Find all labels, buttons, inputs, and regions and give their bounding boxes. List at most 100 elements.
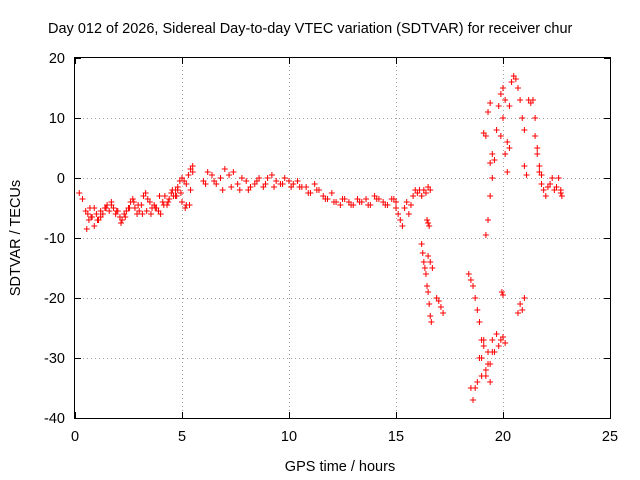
data-point bbox=[487, 160, 494, 166]
data-point bbox=[476, 319, 483, 325]
data-point bbox=[401, 205, 408, 211]
data-point bbox=[425, 220, 432, 226]
data-point bbox=[157, 211, 164, 217]
data-point bbox=[470, 283, 477, 289]
data-point bbox=[405, 211, 412, 217]
data-segment bbox=[487, 73, 528, 166]
data-point bbox=[279, 181, 286, 187]
data-point bbox=[534, 145, 541, 151]
data-point bbox=[498, 289, 505, 295]
data-segment bbox=[418, 241, 435, 325]
data-point bbox=[84, 211, 91, 217]
data-point bbox=[382, 202, 389, 208]
data-point bbox=[103, 205, 110, 211]
data-point bbox=[211, 178, 218, 184]
data-point bbox=[131, 205, 138, 211]
data-point bbox=[187, 187, 194, 193]
data-point bbox=[482, 133, 489, 139]
x-tick-label: 0 bbox=[71, 429, 79, 445]
data-segment bbox=[83, 187, 193, 232]
data-segment bbox=[76, 190, 86, 202]
data-point bbox=[519, 115, 526, 121]
data-point bbox=[169, 187, 176, 193]
data-point bbox=[106, 208, 113, 214]
data-point bbox=[521, 295, 528, 301]
data-point bbox=[294, 178, 301, 184]
data-point bbox=[264, 175, 271, 181]
data-point bbox=[553, 184, 560, 190]
data-point bbox=[97, 214, 104, 220]
data-point bbox=[493, 331, 500, 337]
y-tick-label: -20 bbox=[44, 291, 65, 307]
data-point bbox=[337, 202, 344, 208]
data-point bbox=[521, 163, 528, 169]
data-point bbox=[204, 169, 211, 175]
data-point bbox=[118, 220, 125, 226]
data-point bbox=[500, 85, 506, 91]
data-point bbox=[502, 151, 509, 157]
data-point bbox=[426, 223, 433, 229]
data-point bbox=[179, 199, 185, 205]
data-point bbox=[418, 193, 425, 199]
data-point bbox=[236, 187, 243, 193]
data-point bbox=[313, 187, 320, 193]
data-point bbox=[172, 193, 179, 199]
data-point bbox=[113, 208, 120, 214]
data-point bbox=[497, 91, 504, 97]
y-tick-label: 0 bbox=[57, 171, 65, 187]
data-point bbox=[365, 202, 372, 208]
data-point bbox=[427, 187, 434, 193]
data-point bbox=[557, 190, 564, 196]
data-point bbox=[122, 214, 129, 220]
data-point bbox=[208, 172, 215, 178]
data-point bbox=[540, 187, 547, 193]
data-point bbox=[504, 139, 511, 145]
data-segment bbox=[532, 115, 545, 178]
data-point bbox=[538, 181, 545, 187]
data-point bbox=[243, 178, 250, 184]
data-point bbox=[226, 172, 233, 178]
data-point bbox=[126, 205, 133, 211]
data-point bbox=[514, 85, 521, 91]
data-point bbox=[395, 211, 402, 217]
data-point bbox=[136, 208, 143, 214]
x-tick-label: 15 bbox=[388, 429, 404, 445]
data-point bbox=[485, 361, 492, 367]
x-tick-labels: 0 5 10 15 20 25 bbox=[71, 429, 618, 445]
data-segment bbox=[433, 295, 447, 316]
data-segment bbox=[424, 217, 433, 229]
data-point bbox=[422, 190, 429, 196]
data-point bbox=[129, 196, 136, 202]
data-point bbox=[497, 133, 504, 139]
data-point bbox=[428, 319, 435, 325]
data-point bbox=[303, 184, 310, 190]
data-point bbox=[234, 181, 241, 187]
data-point bbox=[506, 103, 513, 109]
data-segment bbox=[557, 190, 565, 199]
data-segment bbox=[482, 175, 496, 238]
data-point bbox=[425, 253, 432, 259]
data-point bbox=[517, 301, 524, 307]
y-tick-label: 10 bbox=[49, 111, 65, 127]
data-point bbox=[521, 127, 528, 133]
data-point bbox=[547, 181, 554, 187]
data-point bbox=[424, 283, 431, 289]
data-segment bbox=[202, 178, 397, 208]
data-point bbox=[83, 226, 90, 232]
data-point bbox=[500, 115, 506, 121]
data-point bbox=[495, 343, 502, 349]
data-point bbox=[245, 187, 252, 193]
data-point bbox=[493, 127, 500, 133]
data-point bbox=[288, 184, 295, 190]
data-point bbox=[330, 199, 337, 205]
data-point bbox=[480, 337, 487, 343]
data-point bbox=[529, 97, 536, 103]
data-point bbox=[189, 163, 196, 169]
data-point bbox=[489, 175, 496, 181]
y-tick-label: -30 bbox=[44, 351, 65, 367]
data-point bbox=[435, 298, 442, 304]
data-point bbox=[373, 196, 380, 202]
data-point bbox=[437, 304, 444, 310]
data-point bbox=[519, 307, 526, 313]
